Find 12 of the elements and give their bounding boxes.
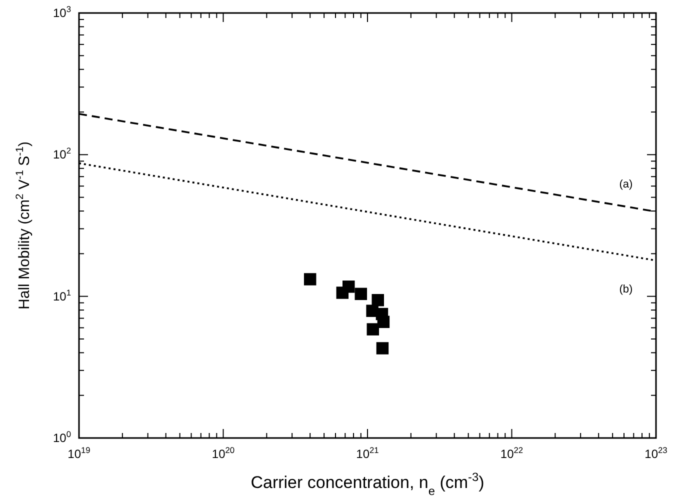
y-tick-label: 10$^{3}$: [52, 4, 72, 20]
y-tick-label: 10$^{0}$: [52, 429, 72, 445]
annotation: (b): [619, 284, 633, 296]
y-tick-label: 10$^{2}$: [52, 146, 72, 162]
x-tick-label: 10$^{23}$: [644, 445, 668, 461]
x-tick-label: 10$^{19}$: [68, 445, 91, 461]
x-tick-label: 10$^{22}$: [500, 445, 524, 461]
x-axis-title: Carrier concentration, n$_{e}$ (cm$^{-3}$): [250, 470, 484, 498]
x-tick-label: 10$^{21}$: [356, 445, 380, 461]
x-tick-label: 10$^{20}$: [212, 445, 235, 461]
y-tick-label: 10$^{1}$: [52, 287, 72, 304]
annotation: (a): [619, 178, 633, 191]
